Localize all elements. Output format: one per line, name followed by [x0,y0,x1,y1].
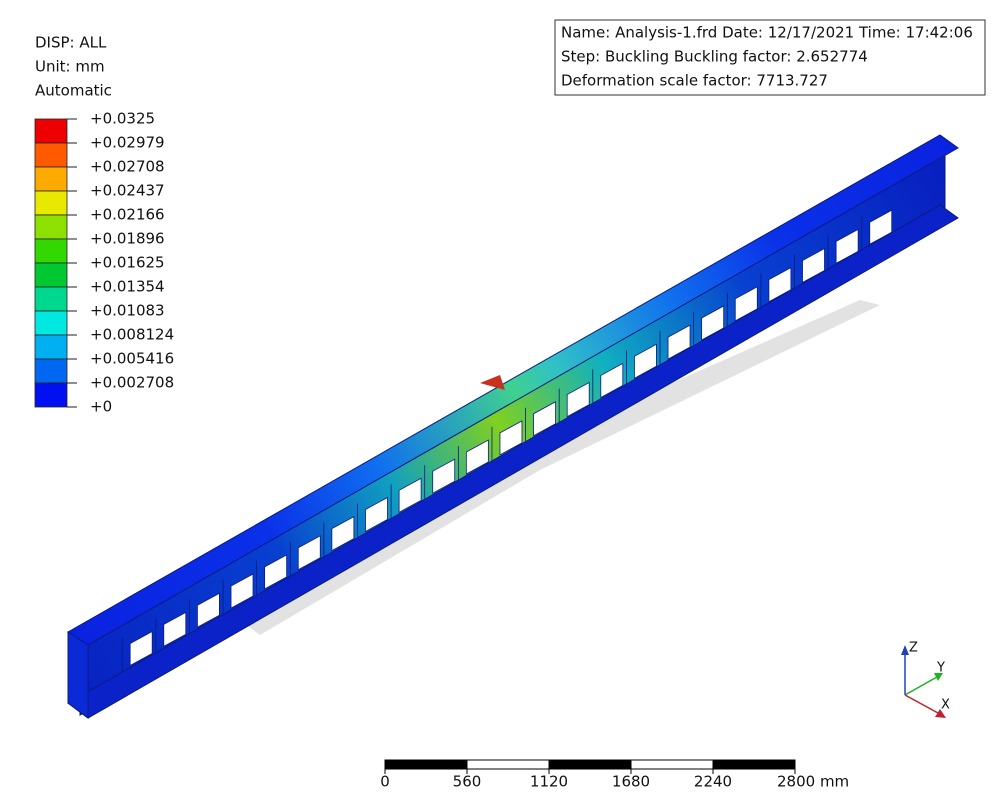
info-line: Step: Buckling Buckling factor: 2.652774 [561,48,868,66]
scale-label: 1680 [612,773,650,791]
legend-label: +0.02708 [90,158,165,176]
opening [499,420,523,456]
scale-label: 560 [453,773,482,791]
opening [667,324,691,360]
legend-label: +0 [90,398,112,416]
top-flange [67,134,959,646]
color-box [34,190,68,216]
legend-label: +0.02979 [90,134,165,152]
color-box [34,334,68,360]
color-box [34,286,68,312]
legend-label: +0.01083 [90,302,165,320]
scale-label: 1120 [530,773,568,791]
color-box [34,214,68,240]
scale-segment [384,759,468,770]
opening [129,630,153,667]
opening [398,477,422,513]
opening [432,458,456,494]
opening [197,592,220,628]
undeformed-shadow [240,300,880,635]
opening [600,362,624,399]
beam-model [67,134,959,719]
legend-label: +0.01896 [90,230,165,248]
color-box [34,262,68,288]
scale-segment [548,759,632,770]
info-line: Deformation scale factor: 7713.727 [561,72,828,90]
legend-label: +0.01354 [90,278,165,296]
beam-end [67,631,89,719]
opening [634,343,657,379]
legend-header: Automatic [35,82,112,100]
scale-label: 0 [380,773,390,791]
scale-bar: 0 560 1120 1680 2240 2800 mm [380,759,849,791]
opening [297,535,321,571]
legend-label: +0.02166 [90,206,165,224]
axis-label: Y [936,661,945,676]
legend-label: +0.008124 [90,326,174,344]
color-box [34,166,68,192]
legend: DISP: ALL Unit: mm Automatic +0.0325 +0.0297… [34,34,174,416]
axis-label: X [941,698,950,713]
color-box [34,310,68,336]
legend-label: +0.005416 [90,350,174,368]
color-box [34,238,68,264]
color-box [34,382,68,408]
scale-segment [466,759,550,770]
color-box [34,358,68,384]
legend-header: DISP: ALL [35,34,107,52]
opening [331,515,355,552]
opening [365,496,388,533]
opening [465,439,489,475]
opening [163,611,187,648]
opening [566,381,590,418]
opening [230,573,254,609]
legend-label: +0.002708 [90,374,174,392]
axes-triad: Z Y X [901,641,950,718]
legend-label: +0.01625 [90,254,165,272]
peak-marker [480,375,505,390]
legend-label: +0.02437 [90,182,165,200]
color-box [34,118,68,144]
axis-label: Z [909,641,918,656]
info-box [554,19,986,96]
scale-label: 2800 mm [777,773,849,791]
opening [533,401,556,437]
legend-header: Unit: mm [35,58,105,76]
scale-segment [630,759,714,770]
legend-label: +0.0325 [90,110,155,128]
bottom-flange [67,204,959,719]
scale-segment [712,759,796,770]
scale-label: 2240 [694,773,732,791]
info-line: Name: Analysis-1.frd Date: 12/17/2021 Ti… [561,24,973,42]
opening [264,554,288,590]
color-box [34,142,68,168]
